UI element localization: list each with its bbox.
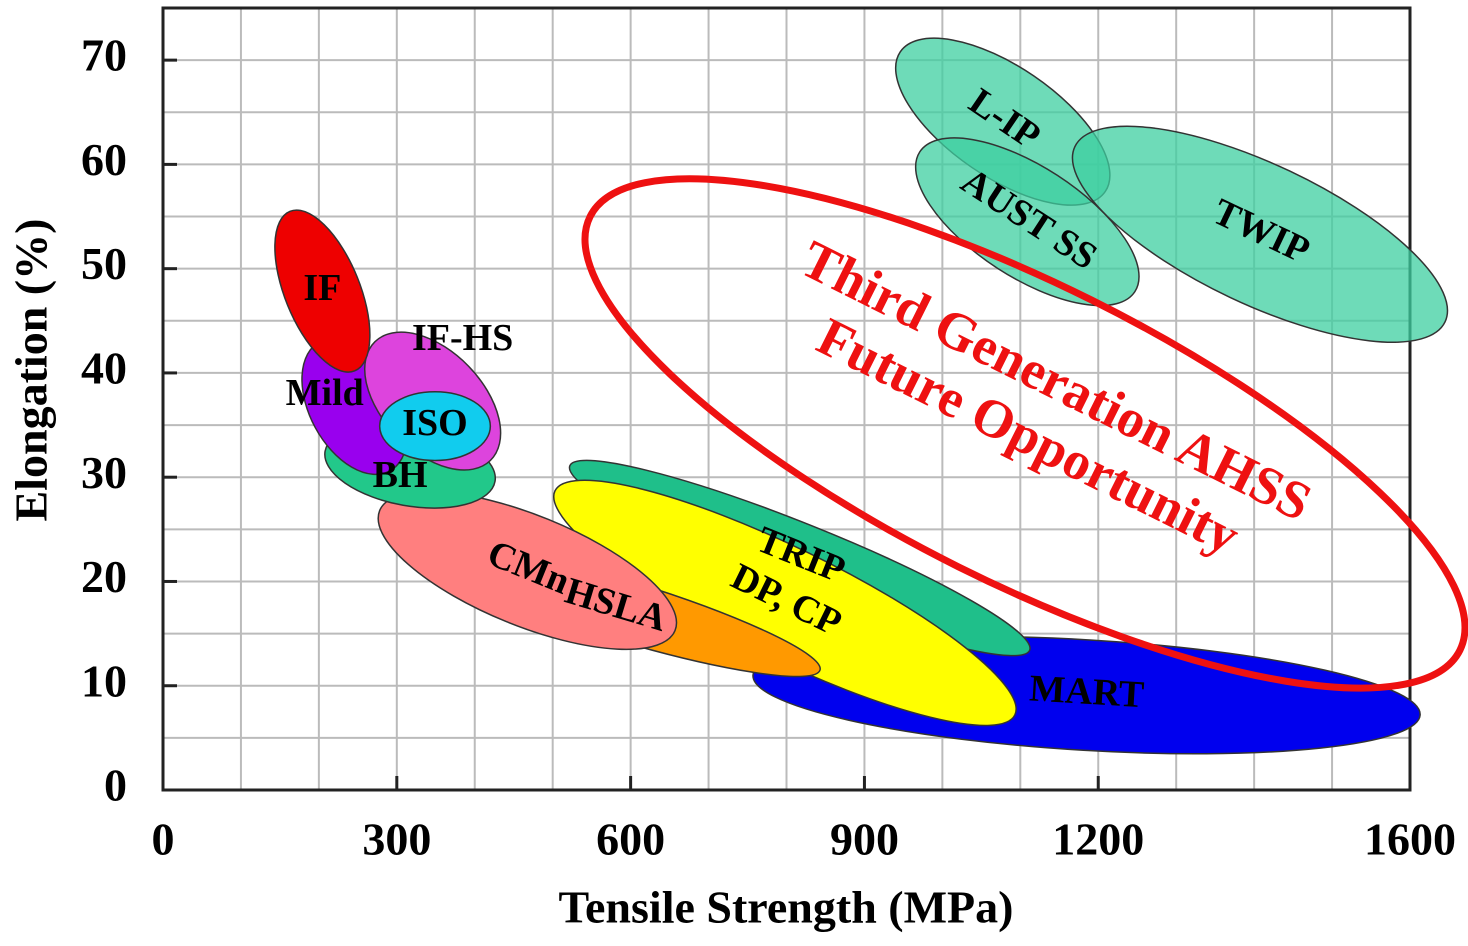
x-tick-label: 900 xyxy=(830,814,899,865)
x-tick-label: 1200 xyxy=(1052,814,1144,865)
plot-frame xyxy=(161,6,1412,792)
region-label: IF xyxy=(303,267,341,309)
x-tick-label: 0 xyxy=(152,814,175,865)
region-label: ISO xyxy=(402,402,467,444)
regions xyxy=(274,37,1449,755)
region-label: MART xyxy=(1028,667,1145,716)
y-tick-label: 30 xyxy=(81,447,127,498)
y-tick-label: 20 xyxy=(81,551,127,602)
region-label: IF-HS xyxy=(412,317,513,359)
y-tick-label: 10 xyxy=(81,655,127,706)
x-tick-label: 300 xyxy=(362,814,431,865)
region-label: BH xyxy=(373,454,428,496)
y-tick-label: 50 xyxy=(81,238,127,289)
y-tick-label: 0 xyxy=(104,760,127,811)
x-tick-label: 1600 xyxy=(1364,814,1456,865)
region xyxy=(377,490,678,651)
y-tick-label: 40 xyxy=(81,342,127,393)
x-tick-label: 600 xyxy=(596,814,665,865)
y-axis-title: Elongation (%) xyxy=(6,219,57,522)
region xyxy=(378,390,492,462)
y-tick-label: 70 xyxy=(81,30,127,81)
region xyxy=(274,209,371,373)
y-tick-label: 60 xyxy=(81,134,127,185)
region xyxy=(1071,125,1449,343)
region xyxy=(914,137,1140,307)
opportunity-region xyxy=(581,175,1468,692)
x-axis-title: Tensile Strength (MPa) xyxy=(559,882,1014,933)
region-label: Mild xyxy=(286,372,364,414)
